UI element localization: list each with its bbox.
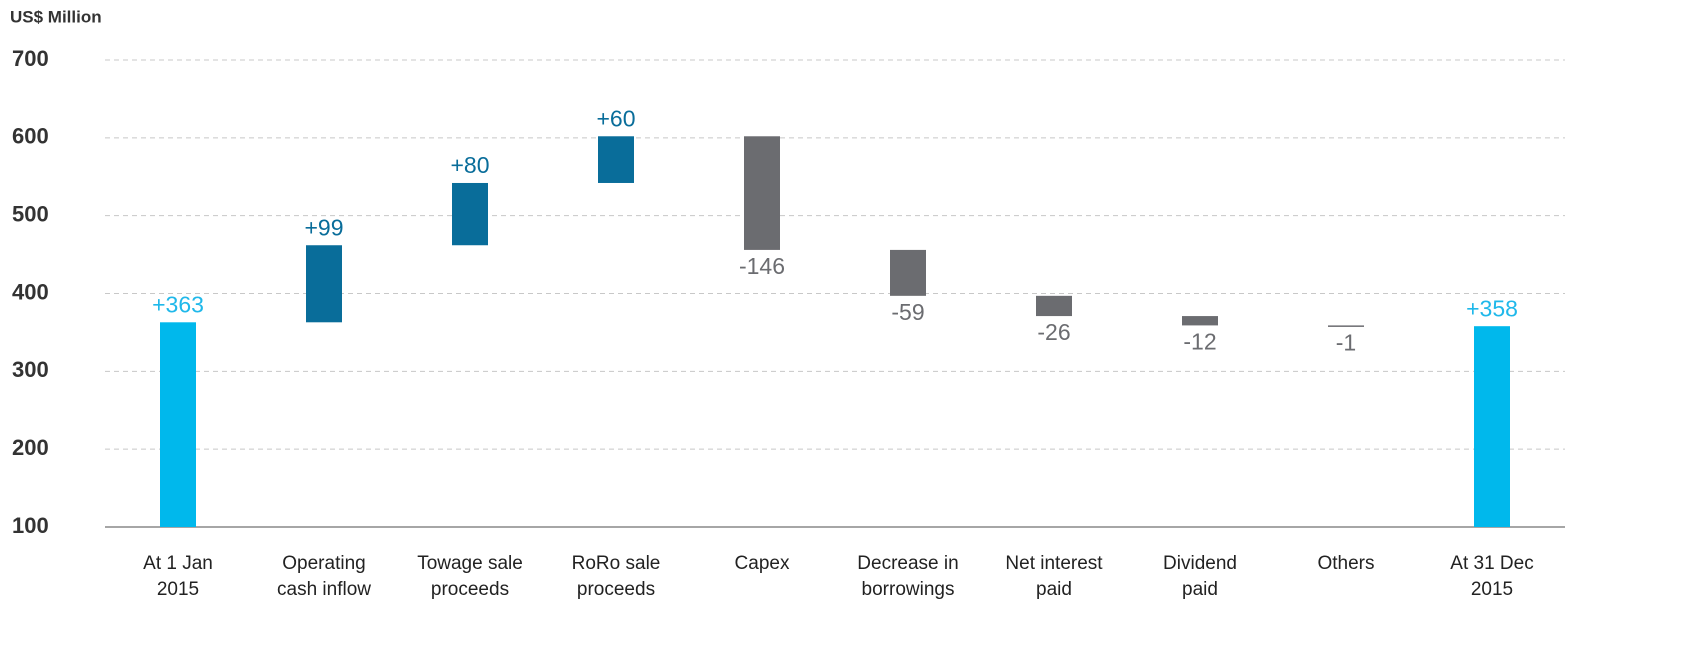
value-label: -12 bbox=[1183, 328, 1216, 354]
x-tick-label: Decrease in borrowings bbox=[857, 553, 959, 600]
x-tick-label: Operating cash inflow bbox=[277, 553, 371, 600]
value-label: -1 bbox=[1336, 329, 1356, 355]
value-label: -59 bbox=[891, 299, 924, 325]
bar bbox=[1328, 325, 1364, 327]
x-tick-label: Dividend paid bbox=[1163, 553, 1237, 600]
value-label: +358 bbox=[1466, 295, 1518, 321]
bar bbox=[1474, 326, 1510, 527]
bar bbox=[744, 136, 780, 250]
bar bbox=[890, 249, 926, 296]
y-tick-label: 700 bbox=[12, 46, 49, 71]
x-tick-label: At 1 Jan 2015 bbox=[143, 553, 213, 600]
bar bbox=[160, 322, 196, 527]
value-label: +99 bbox=[304, 214, 343, 240]
value-label: +60 bbox=[596, 105, 635, 131]
value-label: -26 bbox=[1037, 319, 1070, 345]
y-tick-label: 200 bbox=[12, 435, 49, 460]
value-label: +363 bbox=[152, 291, 204, 317]
bar bbox=[598, 136, 634, 183]
y-axis-label: US$ Million bbox=[10, 7, 102, 26]
x-tick-label: Capex bbox=[734, 553, 790, 574]
x-tick-label: Net interest paid bbox=[1005, 553, 1103, 600]
y-tick-label: 500 bbox=[12, 201, 49, 226]
bar bbox=[452, 182, 488, 246]
y-tick-label: 600 bbox=[12, 124, 49, 149]
x-tick-label: At 31 Dec 2015 bbox=[1450, 553, 1534, 600]
bar bbox=[306, 245, 342, 323]
y-tick-label: 400 bbox=[12, 279, 49, 304]
value-label: +80 bbox=[450, 152, 489, 178]
y-tick-label: 100 bbox=[12, 513, 49, 538]
x-tick-label: Others bbox=[1317, 553, 1375, 574]
bar bbox=[1182, 316, 1218, 326]
y-tick-label: 300 bbox=[12, 357, 49, 382]
x-tick-label: RoRo sale proceeds bbox=[571, 553, 661, 600]
value-label: -146 bbox=[739, 253, 785, 279]
bar bbox=[1036, 295, 1072, 317]
x-tick-label: Towage sale proceeds bbox=[417, 553, 523, 600]
